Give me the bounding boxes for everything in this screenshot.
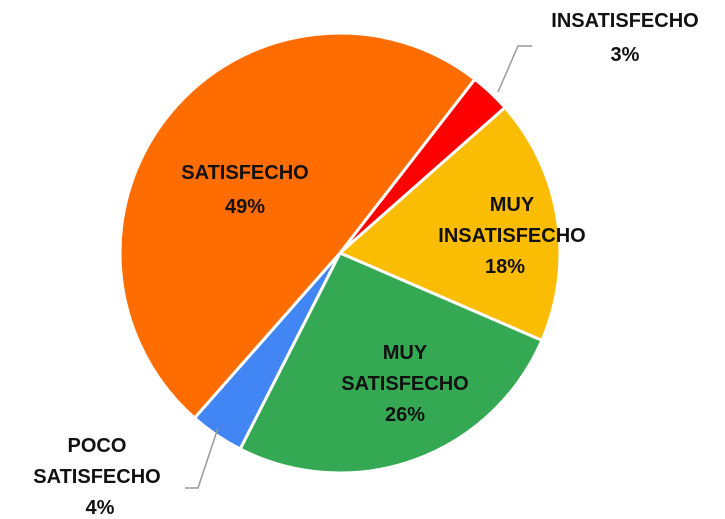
slice-label: POCO SATISFECHO: [33, 435, 161, 488]
slice-label: MUY INSATISFECHO: [438, 194, 586, 247]
leader-line: [497, 45, 532, 93]
slice-value-label: 4%: [85, 497, 115, 519]
pie-slice: [338, 106, 562, 342]
slice-label: MUY SATISFECHO: [341, 342, 469, 395]
slice-value-label: 18%: [484, 256, 526, 278]
slice-label: INSATISFECHO: [551, 10, 699, 32]
pie-slice: [238, 251, 544, 475]
slice-value-label: 26%: [384, 404, 426, 426]
slice-value-label: 49%: [224, 196, 266, 218]
slice-label: SATISFECHO: [181, 162, 309, 184]
slice-value-label: 3%: [610, 44, 640, 66]
leader-line: [185, 427, 219, 489]
pie-slice: [118, 31, 477, 420]
